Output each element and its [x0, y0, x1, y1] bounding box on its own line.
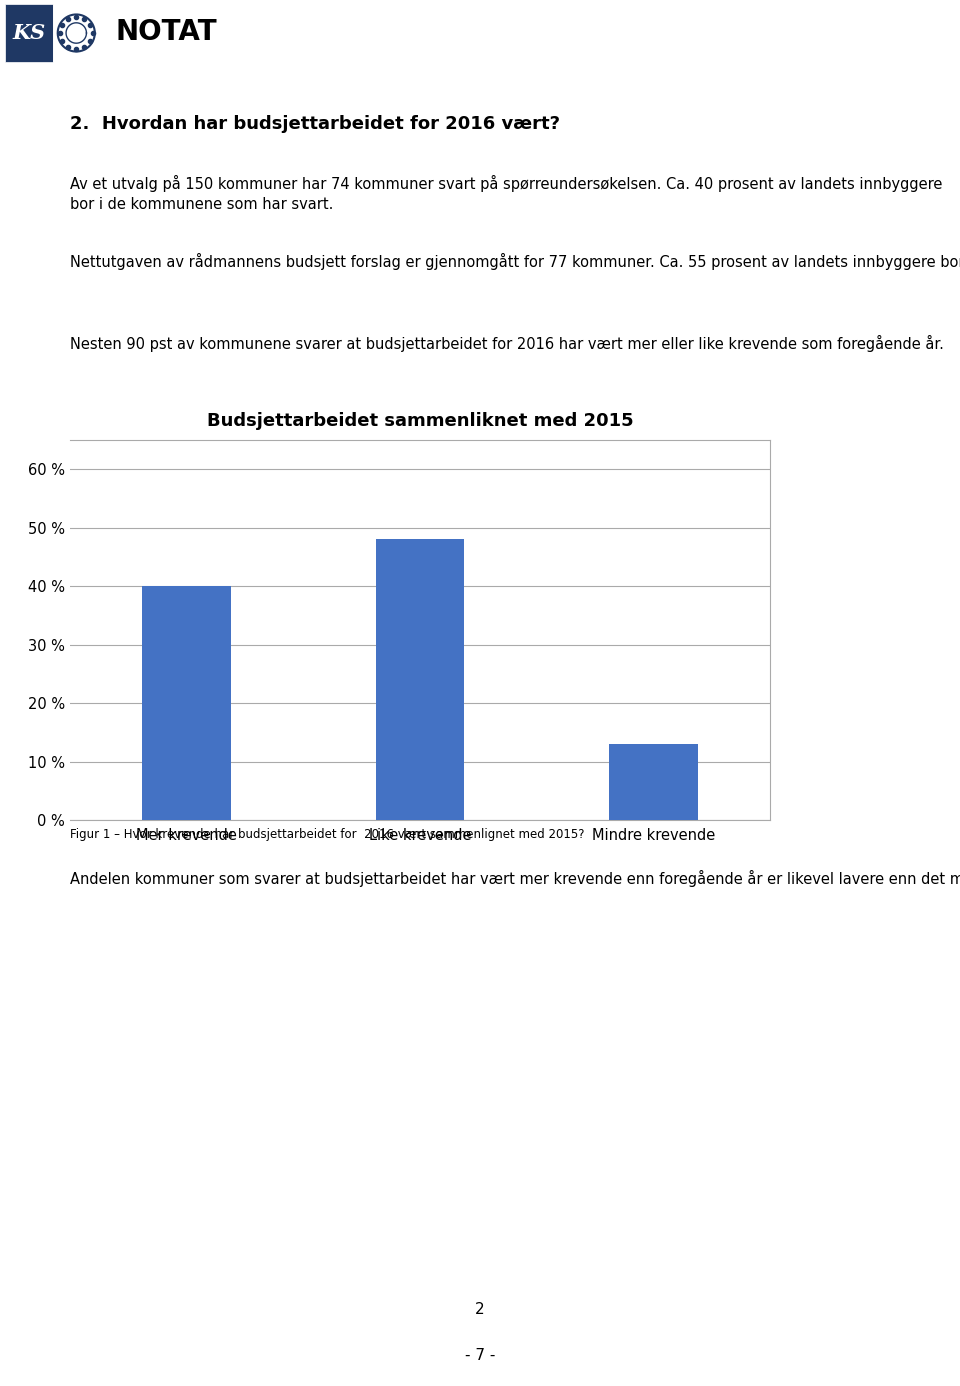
- Text: Nettutgaven av rådmannens budsjett forslag er gjennomgått for 77 kommuner. Ca. 5: Nettutgaven av rådmannens budsjett forsl…: [70, 254, 960, 270]
- Bar: [5, 4, 53, 62]
- Bar: [609, 744, 698, 821]
- Title: Budsjettarbeidet sammenliknet med 2015: Budsjettarbeidet sammenliknet med 2015: [206, 412, 634, 430]
- Text: Nesten 90 pst av kommunene svarer at budsjettarbeidet for 2016 har vært mer elle: Nesten 90 pst av kommunene svarer at bud…: [70, 335, 944, 352]
- Bar: [53, 4, 100, 62]
- Text: Andelen kommuner som svarer at budsjettarbeidet har vært mer krevende enn foregå: Andelen kommuner som svarer at budsjetta…: [70, 870, 960, 887]
- Text: Av et utvalg på 150 kommuner har 74 kommuner svart på spørreundersøkelsen. Ca. 4: Av et utvalg på 150 kommuner har 74 komm…: [70, 175, 943, 212]
- Text: Figur 1 – Hvor krevende har budsjettarbeidet for  2016 vært sammenlignet med 201: Figur 1 – Hvor krevende har budsjettarbe…: [70, 827, 585, 841]
- Text: 2.  Hvordan har budsjettarbeidet for 2016 vært?: 2. Hvordan har budsjettarbeidet for 2016…: [70, 115, 560, 133]
- Text: KS: KS: [12, 24, 45, 43]
- Bar: [142, 586, 231, 821]
- Text: - 7 -: - 7 -: [465, 1347, 495, 1362]
- Text: 2: 2: [475, 1303, 485, 1318]
- Text: NOTAT: NOTAT: [115, 18, 217, 47]
- Bar: [375, 539, 465, 821]
